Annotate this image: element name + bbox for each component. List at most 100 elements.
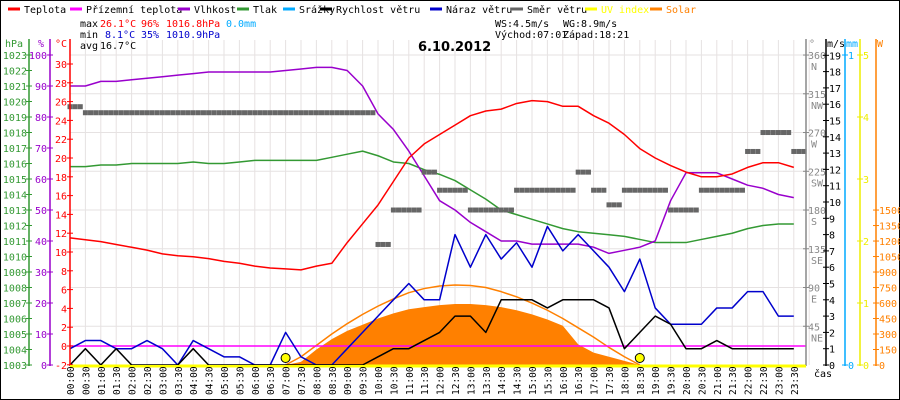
- axis-tick-label-hPa: 1019: [3, 113, 27, 124]
- wind-direction-point: [467, 207, 473, 213]
- axis-tick-label-pct: 100: [29, 51, 47, 62]
- wind-direction-point: [375, 241, 381, 247]
- wind-direction-point: [329, 110, 335, 116]
- wind-direction-point: [750, 148, 756, 154]
- axis-tick-label-ms: 19: [829, 51, 841, 62]
- legend-label: Přízemní teplota: [86, 4, 182, 16]
- axis-tick-label-pct: 40: [35, 237, 47, 248]
- wind-direction-point: [734, 187, 740, 193]
- wind-direction-point: [447, 187, 453, 193]
- wind-direction-point: [693, 207, 699, 213]
- axis-tick-label-hPa: 1006: [3, 315, 27, 326]
- axis-tick-label-hPa: 1023: [3, 51, 27, 62]
- wind-direction-point: [529, 187, 535, 193]
- wind-direction-point: [601, 187, 607, 193]
- x-tick-label: 01:30: [112, 366, 123, 395]
- axis-compass-label: SW: [811, 178, 824, 189]
- legend-label: Směr větru: [527, 4, 587, 16]
- wind-direction-point: [277, 110, 283, 116]
- wind-direction-point: [611, 202, 617, 208]
- wind-direction-point: [519, 187, 525, 193]
- wind-direction-point: [293, 110, 299, 116]
- x-tick-label: 00:00: [66, 366, 77, 395]
- axis-tick-label-hPa: 1022: [3, 67, 27, 78]
- series-line-solar-max: [285, 284, 641, 366]
- wind-direction-point: [206, 110, 212, 116]
- axis-tick-label-ms: 13: [829, 149, 841, 160]
- axis-tick-label-ms: 17: [829, 84, 841, 95]
- x-tick-label: 14:00: [497, 366, 508, 395]
- x-tick-label: 22:30: [759, 366, 770, 395]
- wind-direction-point: [514, 187, 520, 193]
- axis-tick-label-pct: 0: [41, 361, 47, 372]
- axis-tick-label-ms: 1: [829, 345, 835, 356]
- wind-direction-point: [411, 207, 417, 213]
- axis-tick-label-hPa: 1010: [3, 253, 27, 264]
- axis-unit-ms: m/s: [827, 39, 845, 50]
- x-tick-label: 12:00: [436, 366, 447, 395]
- wind-direction-point: [221, 110, 227, 116]
- axis-tick-label-uv: 5: [863, 51, 869, 62]
- axis-tick-label-temp: 0: [61, 342, 67, 353]
- axis-tick-label-mm: 0: [848, 361, 854, 372]
- legend-label: Vlhkost: [194, 5, 236, 16]
- wind-direction-point: [539, 187, 545, 193]
- axis-tick-label-ms: 12: [829, 165, 841, 176]
- wind-direction-point: [755, 148, 761, 154]
- axis-tick-label-hPa: 1018: [3, 129, 27, 140]
- wind-direction-point: [442, 187, 448, 193]
- axis-unit-mm: mm: [846, 39, 858, 50]
- axis-tick-label-mm: 1: [848, 51, 854, 62]
- axis-tick-label-deg: 315: [808, 90, 826, 101]
- x-tick-label: 02:30: [143, 366, 154, 395]
- wind-direction-point: [190, 110, 196, 116]
- wind-direction-point: [175, 110, 181, 116]
- axis-tick-label-temp: 16: [55, 192, 67, 203]
- x-tick-label: 00:30: [81, 366, 92, 395]
- axis-tick-label-deg: 90: [808, 284, 820, 295]
- x-tick-label: 10:30: [389, 366, 400, 395]
- wind-direction-point: [324, 110, 330, 116]
- axis-tick-label-ms: 4: [829, 296, 835, 307]
- wind-direction-point: [82, 110, 88, 116]
- x-tick-label: 05:00: [220, 366, 231, 395]
- axis-tick-label-temp: 24: [55, 116, 67, 127]
- axis-unit-pct: %: [38, 39, 44, 50]
- axis-tick-label-temp: 26: [55, 98, 67, 109]
- x-tick-label: 07:30: [297, 366, 308, 395]
- wind-direction-point: [786, 130, 792, 136]
- wind-direction-point: [714, 187, 720, 193]
- legend-label: Náraz větru: [446, 4, 512, 16]
- wind-direction-point: [524, 187, 530, 193]
- wind-direction-point: [760, 130, 766, 136]
- axis-tick-label-deg: 180: [808, 206, 826, 217]
- wind-direction-point: [139, 110, 145, 116]
- x-tick-label: 11:30: [420, 366, 431, 395]
- legend: Teplota Přízemní teplota Vlhkost Tlak Srážky…: [8, 4, 696, 16]
- wind-direction-point: [257, 110, 263, 116]
- wind-direction-point: [401, 207, 407, 213]
- wind-direction-point: [791, 148, 797, 154]
- x-tick-label: 01:00: [97, 366, 108, 395]
- wind-direction-point: [385, 241, 391, 247]
- axis-unit-hPa: hPa: [5, 39, 23, 50]
- x-tick-label: 09:00: [343, 366, 354, 395]
- axis-tick-label-uv: 2: [863, 237, 869, 248]
- axis-tick-label-pct: 70: [35, 144, 47, 155]
- axis-tick-label-hPa: 1005: [3, 330, 27, 341]
- wind-direction-point: [170, 110, 176, 116]
- wind-direction-point: [252, 110, 258, 116]
- axis-tick-label-ms: 3: [829, 312, 835, 323]
- wind-direction-point: [765, 130, 771, 136]
- axis-tick-label-solar: 750: [879, 284, 897, 295]
- wind-direction-point: [704, 187, 710, 193]
- series-line-temperature: [69, 99, 795, 271]
- stat-min-press: 1010.9hPa: [166, 30, 220, 41]
- x-tick-label: 21:00: [713, 366, 724, 395]
- wind-direction-point: [637, 187, 643, 193]
- wind-direction-point: [745, 148, 751, 154]
- wind-direction-point: [303, 110, 309, 116]
- series-line-humidity: [70, 66, 794, 255]
- wind-direction-point: [668, 207, 674, 213]
- wind-direction-point: [662, 187, 668, 193]
